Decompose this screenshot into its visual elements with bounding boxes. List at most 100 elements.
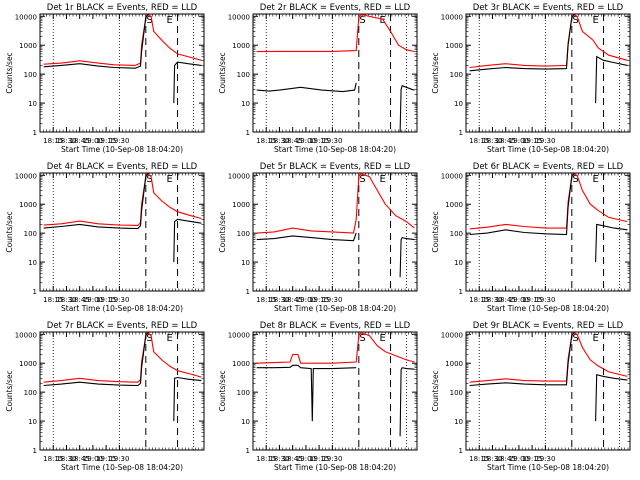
y-axis-label: Counts/sec [218,370,227,411]
y-axis-label: Counts/sec [431,211,440,252]
y-tick-label: 10000 [228,331,250,339]
start-marker: S [146,174,152,185]
panel-title: Det 3r BLACK = Events, RED = LLD [473,3,624,13]
y-tick-label: 10 [454,100,463,108]
y-tick-label: 100 [450,389,463,397]
y-tick-label: 1 [33,288,37,296]
x-tick-label: 18:45 [283,296,303,304]
events-series-line [43,173,149,230]
x-tick-label: 18:30 [269,296,289,304]
y-tick-label: 10 [28,259,37,267]
x-tick-label: 18:30 [56,455,76,463]
end-marker: E [592,15,598,26]
y-tick-label: 10000 [441,13,463,21]
y-tick-label: 10000 [15,13,37,21]
y-tick-label: 100 [237,230,250,238]
y-tick-label: 10000 [228,172,250,180]
x-tick-label: 19:15 [522,455,542,463]
end-marker: E [379,333,385,344]
y-axis-label: Counts/sec [431,370,440,411]
y-axis-label: Counts/sec [5,211,14,252]
x-tick-label: 18:15 [256,455,276,463]
y-tick-label: 1000 [445,42,463,50]
plot-frame [39,13,205,133]
events-series-line-post [595,223,628,263]
lld-series-line-post [571,14,628,61]
lld-series-line-post [571,173,628,223]
x-tick-label: 19:30 [109,296,129,304]
x-tick-label: 19:30 [535,137,555,145]
x-axis-label: Start Time (10-Sep-08 18:04:20) [274,304,396,313]
x-tick-label: 18:45 [283,455,303,463]
lld-series-line [256,332,362,364]
x-tick-label: 18:15 [43,296,63,304]
lld-series-line-post [145,173,202,220]
lld-series-line-post [145,332,202,378]
x-tick-label: 18:30 [56,296,76,304]
plot-frame [252,172,418,292]
x-tick-label: 18:15 [256,137,276,145]
y-tick-label: 100 [237,71,250,79]
y-tick-label: 1000 [232,360,250,368]
panel-title: Det 4r BLACK = Events, RED = LLD [47,162,198,172]
events-series-line-post [173,61,202,104]
end-marker: E [166,15,172,26]
x-tick-label: 18:45 [70,455,90,463]
y-tick-label: 100 [24,230,37,238]
y-tick-label: 1 [246,447,250,455]
x-tick-label: 19:15 [522,296,542,304]
lld-series-line [469,14,575,69]
panel-title: Det 1r BLACK = Events, RED = LLD [47,3,198,13]
lld-series-line [43,14,149,66]
end-marker: E [592,174,598,185]
lld-series-line [469,332,575,383]
y-tick-label: 10000 [228,13,250,21]
y-tick-label: 10 [241,418,250,426]
x-tick-label: 18:45 [70,296,90,304]
y-tick-label: 1 [33,447,37,455]
lld-series-line [256,173,362,234]
x-tick-label: 19:00 [509,296,529,304]
events-series-line [43,14,149,69]
lld-series-line-post [145,14,202,61]
events-series-line [469,173,575,236]
y-tick-label: 1000 [445,360,463,368]
y-tick-label: 1 [459,288,463,296]
x-tick-label: 18:30 [482,137,502,145]
x-tick-label: 19:00 [296,296,316,304]
x-axis-label: Start Time (10-Sep-08 18:04:20) [61,463,183,472]
x-tick-label: 19:00 [83,455,103,463]
y-tick-label: 10 [454,418,463,426]
x-tick-label: 18:15 [469,455,489,463]
x-tick-label: 19:00 [83,296,103,304]
x-tick-label: 18:45 [496,455,516,463]
panel-det-2r: Det 2r BLACK = Events, RED = LLD 1 10 100 10… [218,3,418,154]
y-tick-label: 1 [246,288,250,296]
x-tick-label: 19:30 [535,296,555,304]
x-axis-label: Start Time (10-Sep-08 18:04:20) [487,145,609,154]
x-tick-label: 18:45 [70,137,90,145]
events-series-line-post [595,55,628,104]
x-tick-label: 19:30 [322,137,342,145]
x-tick-label: 19:30 [322,455,342,463]
x-tick-label: 19:00 [83,137,103,145]
start-marker: S [359,174,365,185]
panel-det-8r: Det 8r BLACK = Events, RED = LLD 1 10 100 10… [218,321,418,472]
y-axis-label: Counts/sec [218,52,227,93]
y-tick-label: 100 [237,389,250,397]
x-tick-label: 19:00 [509,137,529,145]
y-axis-label: Counts/sec [5,370,14,411]
lld-series-line [256,14,362,53]
start-marker: S [572,15,578,26]
x-tick-label: 18:30 [56,137,76,145]
events-series-line [256,82,357,93]
x-axis-label: Start Time (10-Sep-08 18:04:20) [61,304,183,313]
events-series-line [256,364,357,422]
end-marker: E [166,333,172,344]
plot-frame [252,13,418,133]
panel-det-5r: Det 5r BLACK = Events, RED = LLD 1 10 100 10… [218,162,418,313]
lld-series-line-post [358,173,415,229]
lld-series-line [469,173,575,230]
panel-det-9r: Det 9r BLACK = Events, RED = LLD 1 10 100 10… [431,321,631,472]
x-tick-label: 19:15 [96,455,116,463]
